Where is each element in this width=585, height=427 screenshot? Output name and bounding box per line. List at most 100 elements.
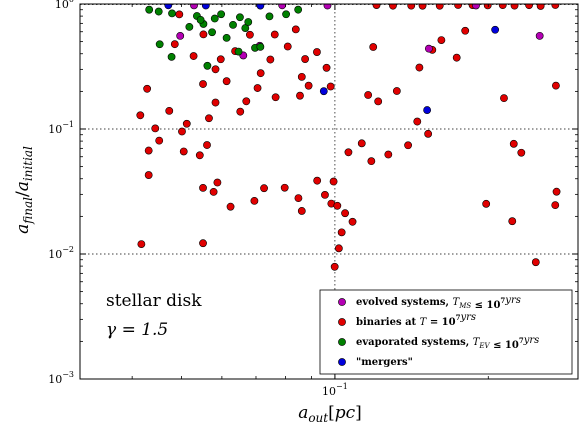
data-point	[256, 42, 265, 51]
legend-marker	[338, 358, 346, 366]
y-axis-label: afinal/ainitial	[13, 146, 35, 234]
data-point	[329, 177, 338, 186]
data-point	[217, 10, 226, 19]
data-point	[196, 15, 205, 24]
data-point	[256, 69, 265, 78]
data-point	[203, 141, 211, 149]
data-point	[270, 30, 279, 39]
data-point	[253, 84, 262, 92]
data-point	[424, 44, 433, 53]
data-point	[179, 147, 188, 156]
data-point	[175, 10, 184, 19]
data-point	[510, 4, 519, 10]
data-point	[278, 4, 287, 10]
data-point	[297, 207, 306, 215]
data-point	[244, 18, 253, 26]
data-point	[384, 150, 393, 159]
data-point	[435, 4, 444, 10]
data-point	[461, 26, 470, 35]
data-point	[145, 5, 154, 14]
data-point	[211, 98, 220, 107]
data-point	[203, 61, 212, 70]
data-point	[321, 191, 329, 199]
data-point	[195, 151, 204, 160]
data-point	[199, 239, 207, 248]
x-tick-label: 10−1	[322, 382, 348, 398]
legend-label: "mergers"	[356, 357, 413, 368]
y-tick-label: 10−2	[48, 245, 74, 261]
data-point	[210, 14, 219, 23]
data-point	[236, 13, 244, 22]
data-point	[415, 63, 424, 72]
data-point	[326, 82, 335, 91]
data-point	[407, 4, 416, 10]
data-point	[234, 47, 243, 56]
data-point	[304, 81, 313, 90]
data-point	[226, 202, 235, 211]
data-point	[389, 4, 397, 10]
data-point	[313, 48, 321, 56]
data-point	[341, 209, 349, 218]
data-point	[297, 72, 306, 81]
data-point	[491, 25, 500, 34]
data-point	[137, 240, 146, 249]
data-point	[348, 217, 357, 226]
data-point	[190, 4, 198, 10]
data-point	[199, 30, 208, 39]
data-point	[155, 40, 164, 49]
data-point	[280, 183, 289, 192]
data-point	[271, 93, 280, 102]
data-point	[168, 9, 176, 18]
data-point	[552, 187, 561, 196]
data-point	[245, 30, 254, 39]
x-axis-label: aout[pc]	[298, 403, 362, 425]
data-point	[294, 5, 303, 14]
data-point	[167, 52, 176, 61]
data-point	[282, 10, 290, 19]
data-point	[144, 171, 153, 179]
data-point	[536, 4, 545, 10]
data-point	[413, 117, 422, 126]
data-point	[500, 94, 508, 103]
data-point	[357, 139, 366, 148]
data-point	[250, 196, 259, 205]
data-point	[213, 178, 222, 187]
legend-marker	[338, 298, 346, 306]
data-point	[283, 42, 292, 51]
data-point	[437, 36, 446, 44]
data-point	[222, 33, 231, 42]
data-point	[498, 4, 507, 10]
y-tick-label: 10−3	[48, 370, 74, 386]
data-point	[323, 4, 332, 10]
data-point	[535, 31, 544, 40]
data-point	[296, 91, 304, 100]
data-point	[205, 114, 213, 123]
data-point	[199, 183, 207, 192]
data-point	[236, 107, 245, 116]
data-point	[154, 7, 163, 16]
data-point	[424, 129, 433, 138]
data-point	[216, 55, 225, 64]
plot-frame	[79, 3, 579, 380]
data-point	[525, 4, 533, 10]
data-point	[454, 4, 463, 9]
data-point	[334, 244, 343, 253]
data-point	[551, 201, 560, 210]
data-point	[551, 4, 560, 9]
data-point	[364, 91, 373, 99]
data-point	[260, 184, 268, 193]
annotation-title: stellar disk	[106, 291, 202, 311]
data-point	[508, 217, 517, 226]
data-point	[291, 25, 300, 34]
y-tick-label: 10−1	[48, 120, 74, 136]
y-tick-label: 100	[55, 0, 74, 11]
data-point	[452, 53, 461, 62]
data-point	[143, 84, 152, 93]
data-point	[552, 81, 560, 90]
data-point	[294, 194, 303, 203]
data-point	[185, 22, 194, 31]
legend-box	[319, 289, 573, 375]
data-point	[265, 12, 274, 21]
data-point	[170, 40, 179, 49]
